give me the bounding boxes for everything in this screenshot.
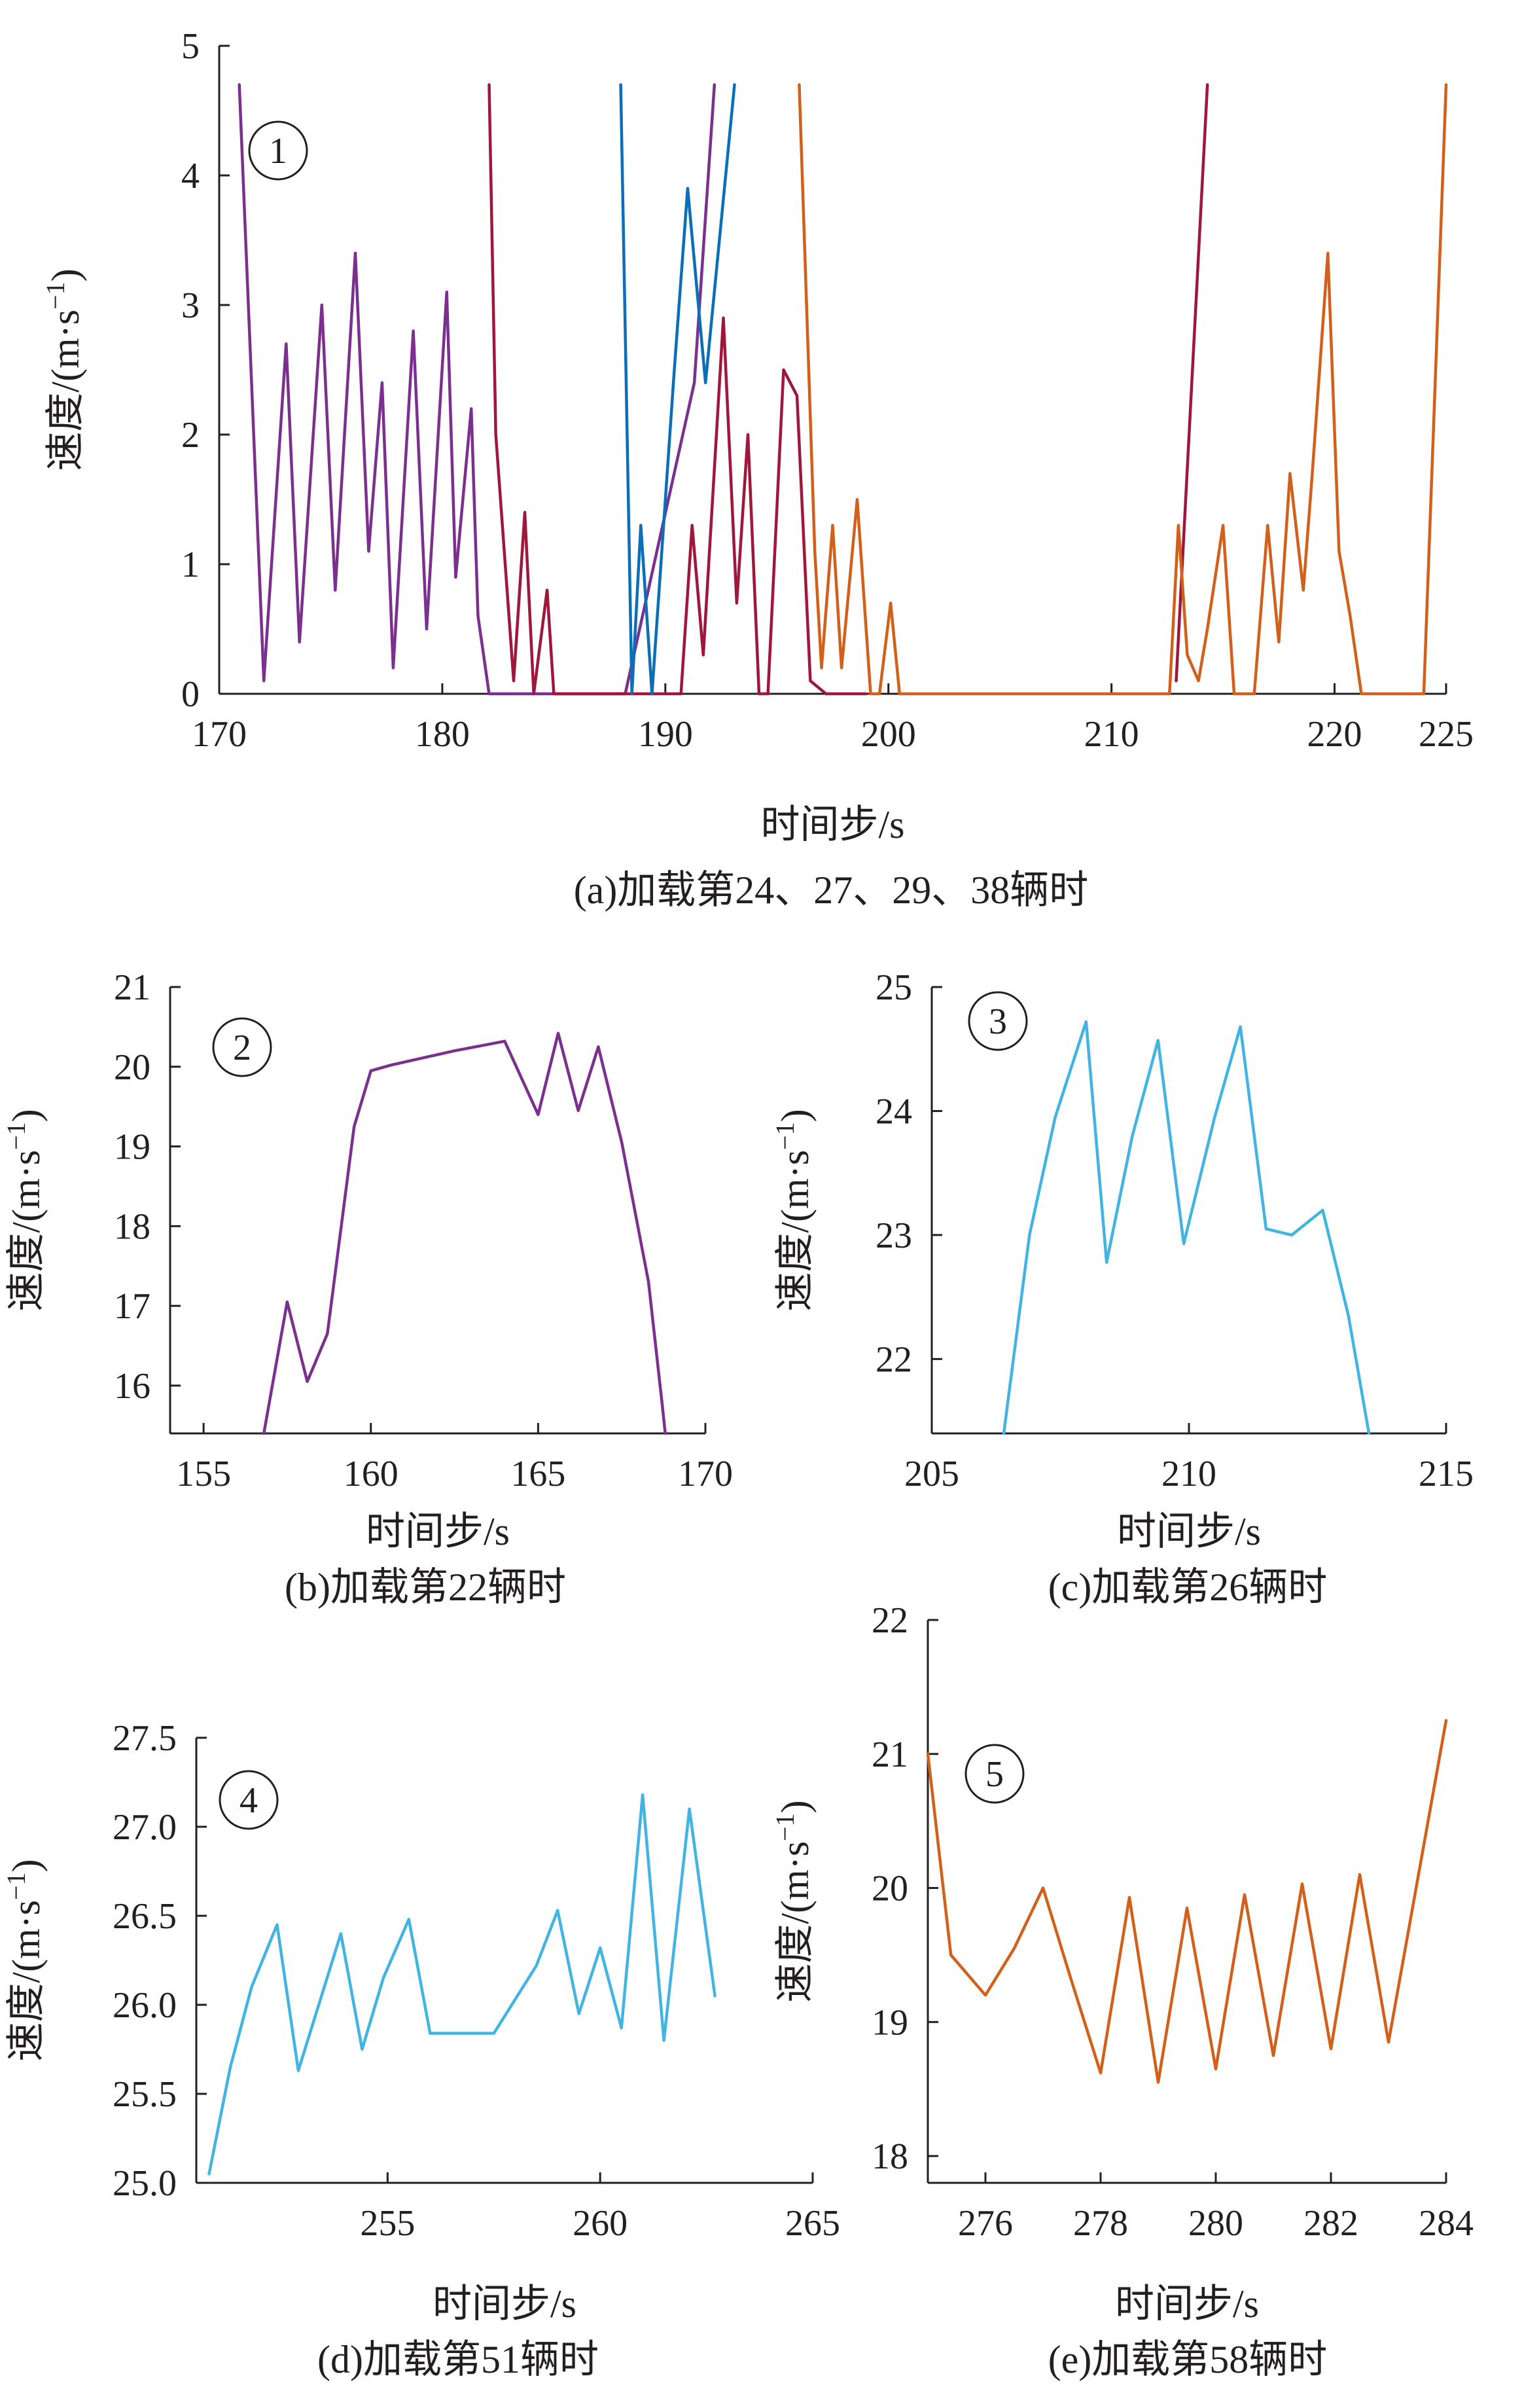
chart-panel-c: 205 210 215 22 23 24 25 时间步/s 速度/(m·s−1) 3 (c)加载第2… xyxy=(770,967,1474,1609)
y-tick-label: 0 xyxy=(181,674,200,715)
y-tick-label: 18 xyxy=(114,1206,150,1247)
y-tick-label: 2 xyxy=(181,415,200,456)
y-axis-label: 速度/(m·s−1) xyxy=(770,1800,817,2002)
x-axis-label: 时间步/s xyxy=(1117,1510,1261,1553)
y-tick-label: 25.0 xyxy=(113,2163,177,2204)
x-tick-label: 200 xyxy=(861,714,916,755)
panel-caption: (b)加载第22辆时 xyxy=(285,1566,566,1609)
panel-caption: (a)加载第24、27、29、38辆时 xyxy=(574,869,1089,912)
x-tick-label: 255 xyxy=(360,2203,415,2244)
y-tick-label: 23 xyxy=(876,1215,912,1256)
y-tick-label: 22 xyxy=(872,1600,908,1641)
chart-panel-b: 155 160 165 170 16 17 18 19 20 21 时间步/s 速度/(m·s−1) 2… xyxy=(1,967,733,1609)
x-tick-label: 280 xyxy=(1188,2203,1243,2244)
y-tick-label: 1 xyxy=(181,545,200,585)
panel-marker-circle xyxy=(212,1017,272,1077)
y-tick-label: 18 xyxy=(872,2136,908,2177)
series-line-e-0 xyxy=(926,1719,1448,2084)
x-tick-label: 170 xyxy=(192,714,247,755)
y-tick-label: 26.5 xyxy=(113,1896,177,1937)
chart-panel-d: 255 260 265 25.0 25.5 26.0 26.5 27.0 27.5 时间步/s 速度… xyxy=(1,1718,840,2381)
chart-panel-e: 276 278 280 282 284 18 19 20 21 22 时间步/s 速度/(m·s−1)… xyxy=(770,1600,1474,2381)
x-tick-label: 190 xyxy=(638,714,693,755)
x-tick-label: 165 xyxy=(510,1454,565,1494)
y-tick-label: 17 xyxy=(114,1286,150,1327)
y-tick-label: 21 xyxy=(872,1734,908,1775)
y-tick-label: 20 xyxy=(872,1869,908,1909)
y-tick-label: 26.0 xyxy=(113,1985,177,2026)
series-line-a-3 xyxy=(1175,83,1209,683)
y-tick-label: 4 xyxy=(181,156,200,196)
panel-marker-number: 1 xyxy=(269,131,287,171)
chart-panel-a: 170 180 190 200 210 220 225 0 1 2 3 4 5 时间步/s 速度/(m·s−… xyxy=(41,26,1474,912)
panel-marker-circle xyxy=(219,1770,279,1830)
x-tick-label: 282 xyxy=(1303,2203,1358,2244)
x-tick-label: 220 xyxy=(1307,714,1362,755)
y-tick-label: 5 xyxy=(181,26,200,67)
y-tick-label: 27.5 xyxy=(113,1718,177,1759)
panel-marker-number: 3 xyxy=(989,1001,1007,1042)
y-tick-label: 20 xyxy=(114,1047,150,1088)
x-axis-label: 时间步/s xyxy=(1115,2282,1259,2326)
panel-caption: (e)加载第58辆时 xyxy=(1048,2338,1328,2381)
x-tick-label: 215 xyxy=(1419,1454,1474,1494)
y-tick-label: 27.0 xyxy=(113,1807,177,1848)
y-tick-label: 19 xyxy=(872,2002,908,2043)
x-tick-label: 225 xyxy=(1419,714,1474,755)
series-line-a-2 xyxy=(619,83,736,696)
x-tick-label: 205 xyxy=(904,1454,959,1494)
series-line-d-0 xyxy=(207,1793,717,2176)
x-axis-label: 时间步/s xyxy=(366,1510,510,1553)
y-tick-label: 3 xyxy=(181,285,200,326)
y-tick-label: 16 xyxy=(114,1366,150,1407)
series-line-a-0 xyxy=(238,83,717,696)
panel-marker-circle xyxy=(248,120,308,181)
x-tick-label: 284 xyxy=(1419,2203,1474,2244)
x-axis-label: 时间步/s xyxy=(760,803,904,846)
y-tick-label: 24 xyxy=(876,1091,912,1132)
panel-marker-circle xyxy=(965,1744,1025,1804)
panel-marker-circle xyxy=(968,991,1028,1051)
series-line-a-4 xyxy=(798,83,1448,696)
y-tick-label: 25 xyxy=(876,967,912,1008)
y-tick-label: 25.5 xyxy=(113,2074,177,2115)
panel-marker-number: 5 xyxy=(985,1754,1004,1795)
y-tick-label: 21 xyxy=(114,967,150,1008)
x-tick-label: 278 xyxy=(1073,2203,1128,2244)
y-axis-label: 速度/(m·s−1) xyxy=(1,1109,48,1311)
y-tick-label: 22 xyxy=(876,1339,912,1380)
panel-caption: (c)加载第26辆时 xyxy=(1048,1566,1328,1609)
y-axis-label: 速度/(m·s−1) xyxy=(1,1859,48,2061)
panel-marker-number: 2 xyxy=(233,1028,251,1068)
x-tick-label: 155 xyxy=(176,1454,231,1494)
x-tick-label: 265 xyxy=(785,2203,840,2244)
panel-caption: (d)加载第51辆时 xyxy=(317,2338,599,2381)
y-tick-label: 19 xyxy=(114,1127,150,1168)
x-tick-label: 160 xyxy=(344,1454,398,1494)
x-tick-label: 210 xyxy=(1084,714,1139,755)
series-line-a-1 xyxy=(487,83,868,696)
y-axis-label: 速度/(m·s−1) xyxy=(41,268,87,471)
x-tick-label: 260 xyxy=(573,2203,628,2244)
series-line-b-0 xyxy=(262,1032,667,1435)
x-tick-label: 170 xyxy=(678,1454,733,1494)
y-axis-label: 速度/(m·s−1) xyxy=(770,1109,817,1311)
x-tick-label: 276 xyxy=(958,2203,1013,2244)
x-axis-label: 时间步/s xyxy=(433,2282,576,2326)
panel-marker-number: 4 xyxy=(239,1780,258,1821)
x-tick-label: 180 xyxy=(415,714,470,755)
series-line-c-0 xyxy=(1002,1020,1371,1435)
x-tick-label: 210 xyxy=(1161,1454,1216,1494)
